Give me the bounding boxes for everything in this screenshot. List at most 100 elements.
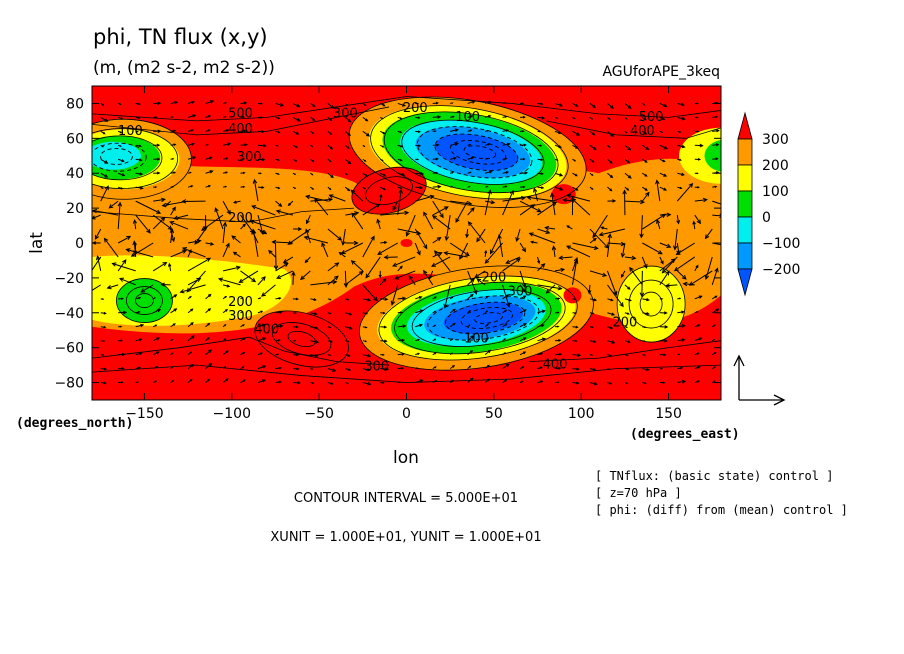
flux-arrow <box>656 219 661 230</box>
flux-arrow <box>571 198 591 216</box>
flux-arrow <box>712 129 720 133</box>
flux-arrow <box>467 185 471 188</box>
flux-arrow <box>624 312 630 315</box>
flux-arrow <box>443 284 451 309</box>
flux-arrow <box>153 101 162 106</box>
flux-arrow <box>642 144 650 150</box>
flux-arrow <box>572 116 576 120</box>
flux-arrow <box>484 310 489 314</box>
flux-arrow <box>111 262 136 272</box>
flux-arrow <box>520 130 525 133</box>
flux-arrow <box>694 197 708 203</box>
flux-arrow <box>100 185 109 202</box>
flux-arrow <box>170 308 178 314</box>
flux-arrow <box>392 200 399 211</box>
flux-arrow <box>554 311 560 314</box>
flux-arrow <box>502 284 511 308</box>
flux-arrow <box>268 249 276 258</box>
flux-arrow <box>222 338 227 342</box>
flux-arrow <box>624 298 632 302</box>
contour-label: 200 <box>228 295 253 310</box>
flux-arrow <box>659 311 668 315</box>
flux-arrow <box>310 197 333 202</box>
contour-400-south <box>92 336 390 366</box>
flux-arrow <box>415 144 422 147</box>
colorbar-label: 200 <box>762 158 789 174</box>
flux-arrow <box>135 338 143 342</box>
flux-arrow <box>362 158 367 162</box>
colorbar-segment <box>737 190 753 218</box>
flux-arrow <box>467 207 475 216</box>
flux-arrow <box>572 298 577 300</box>
flux-arrow <box>467 270 478 295</box>
flux-arrow <box>232 251 241 258</box>
flux-arrow <box>135 144 143 148</box>
se-low-contour-1 <box>628 279 674 329</box>
flux-arrow <box>642 381 647 385</box>
se-low-yellow <box>617 266 686 343</box>
flux-arrow <box>100 144 105 148</box>
flux-arrow <box>153 129 162 133</box>
n-low-contour-6 <box>450 139 507 165</box>
flux-arrow <box>118 102 122 105</box>
flux-arrow <box>677 310 685 314</box>
flux-arrow <box>537 324 545 328</box>
flux-arrow <box>397 188 403 216</box>
flux-arrow <box>380 240 388 245</box>
flux-arrow <box>222 350 229 356</box>
flux-arrow <box>537 380 544 384</box>
flux-arrow <box>484 296 489 300</box>
contour-label: 100 <box>455 110 480 125</box>
flux-arrow <box>362 235 375 258</box>
contour-lines <box>92 96 721 383</box>
flux-arrow <box>168 262 172 272</box>
flux-arrow <box>187 171 192 174</box>
y-tick-label: −80 <box>54 376 84 392</box>
reference-vector-x-head <box>773 394 786 406</box>
flux-arrow <box>537 337 546 342</box>
flux-arrow <box>655 179 661 202</box>
flux-arrow <box>694 186 700 189</box>
flux-arrow <box>214 207 224 230</box>
high-s-contour-2 <box>287 330 316 348</box>
flux-arrow <box>118 116 124 120</box>
flux-arrow <box>118 130 123 134</box>
flux-arrow <box>694 102 699 105</box>
flux-arrow <box>135 130 139 133</box>
flux-arrow <box>712 338 716 342</box>
colorbar-cap-bottom <box>737 268 753 297</box>
flux-arrow <box>257 276 266 286</box>
flux-arrow <box>607 172 614 179</box>
flux-arrow <box>187 351 193 356</box>
flux-arrow <box>118 277 136 286</box>
flux-arrow <box>677 324 686 328</box>
flux-arrow <box>694 295 703 300</box>
flux-arrow <box>153 143 161 147</box>
flux-arrow <box>694 214 701 225</box>
flux-arrow <box>187 257 212 272</box>
flux-arrow <box>187 335 195 342</box>
y-unit-label: (degrees_north) <box>16 416 133 431</box>
flux-arrow <box>257 157 266 162</box>
flux-arrow <box>153 197 166 203</box>
flux-arrow <box>222 221 228 244</box>
high-n-contour-1 <box>365 176 413 206</box>
flux-arrow <box>350 260 364 272</box>
flux-arrow <box>92 214 101 220</box>
x-tick-label: −150 <box>125 406 163 422</box>
flux-arrow <box>287 200 294 207</box>
flux-arrow <box>450 171 454 174</box>
sw-low-contour-2 <box>135 293 154 308</box>
flux-arrow <box>187 100 195 104</box>
flux-arrow <box>305 214 311 225</box>
flux-arrow <box>240 366 245 370</box>
flux-arrow <box>432 366 437 370</box>
x-axis: −150 −100 −50 0 50 100 150 <box>125 86 682 422</box>
flux-arrow <box>345 240 359 246</box>
flux-arrow <box>587 284 592 295</box>
flux-arrow <box>135 296 142 300</box>
flux-arrow <box>520 143 527 147</box>
flux-arrow <box>118 186 124 190</box>
flux-arrow <box>694 380 700 384</box>
high-south-east <box>563 287 582 304</box>
